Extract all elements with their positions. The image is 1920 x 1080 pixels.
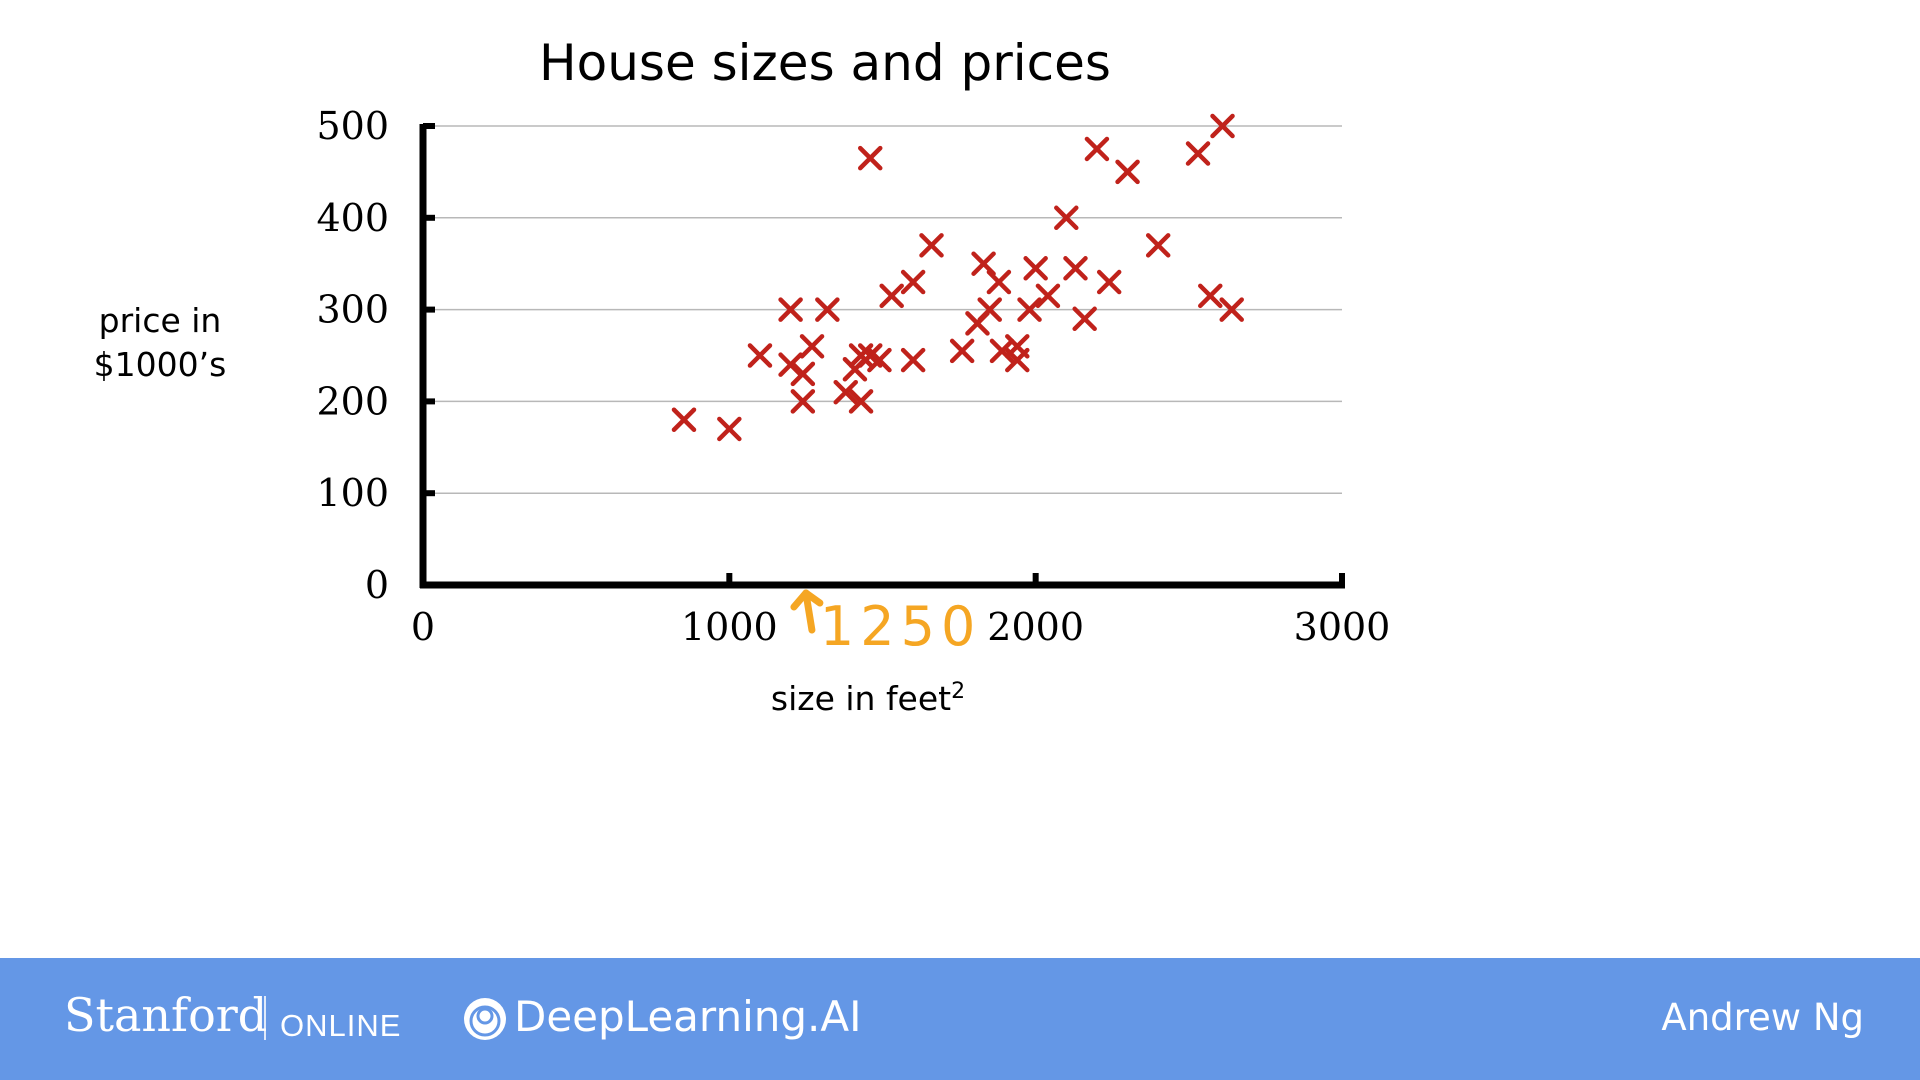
- x-axis-label-text: size in feet: [771, 679, 951, 718]
- data-point-27: [1005, 334, 1030, 359]
- data-point-23: [977, 297, 1002, 322]
- data-point-18: [900, 347, 926, 373]
- data-point-2: [747, 343, 773, 368]
- data-point-8: [815, 297, 840, 322]
- x-axis-label: size in feet2: [771, 679, 965, 719]
- data-point-24: [986, 269, 1012, 295]
- data-point-31: [1054, 205, 1079, 231]
- scatter-chart: 0 100 200 300 400 500 0 1000 2000 3000 1250 House…: [94, 34, 1391, 719]
- data-point-17: [900, 269, 926, 295]
- axes: [419, 124, 1345, 589]
- data-point-1: [717, 416, 742, 442]
- annotations: 1250: [790, 589, 981, 658]
- y-axis-label-line-1: price in: [99, 301, 222, 340]
- data-point-30: [1035, 283, 1061, 309]
- data-point-12: [848, 389, 874, 414]
- y-tick-label-500: 500: [316, 104, 389, 148]
- data-point-13: [857, 145, 883, 171]
- data-point-40: [1210, 113, 1235, 139]
- data-point-15: [867, 347, 892, 373]
- chart-title: House sizes and prices: [539, 34, 1111, 92]
- data-point-36: [1115, 159, 1140, 185]
- data-point-34: [1084, 136, 1110, 162]
- data-point-9: [833, 379, 858, 405]
- data-point-29: [1023, 256, 1048, 281]
- x-tick-label-0: 0: [411, 605, 435, 649]
- data-point-16: [879, 283, 904, 309]
- grid-lines: [423, 125, 1342, 494]
- data-point-20: [949, 338, 975, 364]
- annotation-text: 1250: [820, 595, 981, 658]
- deeplearning-logo-icon: [464, 998, 506, 1040]
- deeplearning-logo-text: DeepLearning.AI: [514, 992, 862, 1041]
- data-point-7: [799, 334, 825, 359]
- annotation-arrowhead-icon: [790, 589, 824, 611]
- author-name: Andrew Ng: [1661, 996, 1864, 1039]
- data-point-28: [1017, 297, 1042, 322]
- data-point-32: [1063, 256, 1088, 281]
- brand-divider: [264, 996, 266, 1040]
- y-axis-label-line-2: $1000’s: [94, 345, 227, 384]
- y-tick-label-100: 100: [316, 471, 389, 515]
- data-point-39: [1198, 283, 1223, 309]
- online-logo-text: ONLINE: [280, 1008, 402, 1043]
- footer-bar: Stanford ONLINE DeepLearning.AI Andrew N…: [0, 958, 1920, 1080]
- stanford-logo-text: Stanford: [64, 988, 268, 1042]
- y-tick-label-400: 400: [316, 196, 389, 240]
- data-point-0: [671, 407, 697, 433]
- y-tick-label-300: 300: [316, 288, 389, 332]
- x-tick-label-3000: 3000: [1294, 605, 1391, 649]
- annotation-0: 1250: [790, 589, 981, 658]
- data-point-37: [1145, 233, 1171, 258]
- data-point-35: [1096, 269, 1122, 295]
- data-point-33: [1072, 306, 1097, 332]
- data-point-3: [778, 297, 803, 322]
- data-points: [671, 113, 1244, 442]
- x-tick-label-2000: 2000: [987, 605, 1084, 649]
- data-point-19: [919, 233, 944, 258]
- x-tick-label-1000: 1000: [681, 605, 778, 649]
- x-axis-label-superscript: 2: [951, 679, 965, 704]
- tick-marks: 0 100 200 300 400 500 0 1000 2000 3000: [316, 104, 1390, 649]
- data-point-5: [790, 361, 816, 387]
- y-tick-label-200: 200: [316, 379, 389, 423]
- annotation-arrow-icon: [802, 589, 816, 634]
- y-tick-label-0: 0: [365, 563, 389, 607]
- data-point-6: [790, 389, 816, 414]
- data-point-38: [1185, 141, 1211, 166]
- data-point-41: [1219, 297, 1244, 322]
